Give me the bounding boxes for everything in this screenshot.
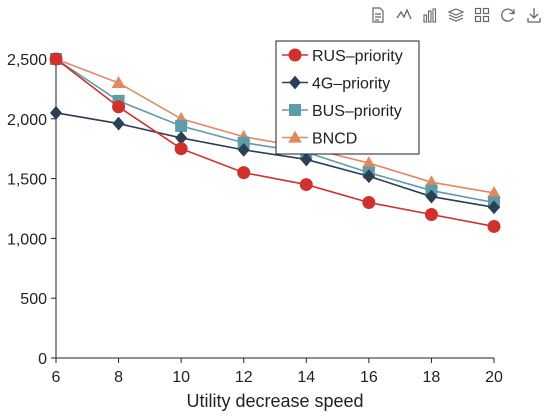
data-point [112,100,126,114]
data-point [300,152,313,167]
x-tick-label: 6 [52,369,61,386]
stack-icon [448,8,464,22]
chart-series [49,52,501,233]
data-point [299,178,313,192]
data-point [112,116,125,131]
restore-icon [501,8,515,22]
series-1 [50,105,500,215]
legend-marker [288,130,302,143]
chart-axes: 0 500 1,000 1,500 2,000 2,500 6 8 10 12 14 16 18 20 [7,52,503,386]
data-point [362,196,376,210]
data-point [425,189,438,204]
legend-box [275,40,420,155]
chart-legend: RUS–priority 4G–priority BUS–priority BNCD [275,40,420,155]
legend-label: RUS–priority [312,48,403,65]
series-line [55,112,495,209]
legend-label: BUS–priority [312,103,402,120]
y-tick-label: 2,000 [7,112,47,129]
data-point [487,186,501,199]
data-point [361,156,376,169]
chart-toolbox [370,6,542,24]
x-tick-label: 18 [423,369,441,386]
data-point [175,119,188,132]
data-point [49,52,63,66]
x-tick-label: 10 [172,369,190,386]
data-point [237,136,250,149]
legend-marker [289,104,301,116]
legend-item: RUS–priority [282,48,403,65]
series-line [55,58,495,228]
x-tick-label: 12 [235,369,253,386]
stack-tool-button[interactable] [448,7,464,23]
data-point [237,166,251,180]
x-tick-label: 16 [360,369,378,386]
data-point [50,105,62,120]
line-chart-tool-button[interactable] [396,7,412,23]
legend-label: BNCD [312,131,357,148]
download-tool-button[interactable] [526,7,542,23]
zoom-icon [474,7,490,23]
data-view-tool-button[interactable] [370,7,386,23]
x-tick-label: 8 [114,369,123,386]
series-line [55,58,495,194]
legend-label: 4G–priority [312,76,390,93]
data-point [175,131,188,145]
x-tick-label: 14 [297,369,315,386]
y-tick-label: 1,500 [7,172,47,189]
download-icon [527,8,541,23]
legend-marker [289,75,301,90]
legend-item: 4G–priority [282,76,390,93]
data-point [237,142,250,157]
bar-chart-tool-button[interactable] [422,7,438,23]
data-point [174,142,188,156]
legend-item: BNCD [282,131,357,148]
data-point [362,169,375,184]
data-view-icon [372,7,384,23]
zoom-tool-button[interactable] [474,7,490,23]
data-point [424,207,438,221]
restore-tool-button[interactable] [500,7,516,23]
y-tick-label: 2,500 [7,52,47,69]
data-point [487,219,501,233]
series-line [55,58,495,204]
data-point [111,76,126,89]
y-tick-label: 500 [20,291,47,308]
series-0 [49,52,501,233]
line-chart-icon [396,8,412,20]
series-2 [50,53,500,209]
x-tick-label: 20 [485,369,503,386]
y-tick-label: 0 [38,351,47,368]
legend-marker [288,48,302,62]
x-axis-title: Utility decrease speed [186,391,363,411]
legend-item: BUS–priority [282,103,402,120]
data-point [488,200,500,215]
bar-chart-icon [423,8,437,23]
data-point [424,175,439,188]
y-tick-label: 1,000 [7,231,47,248]
